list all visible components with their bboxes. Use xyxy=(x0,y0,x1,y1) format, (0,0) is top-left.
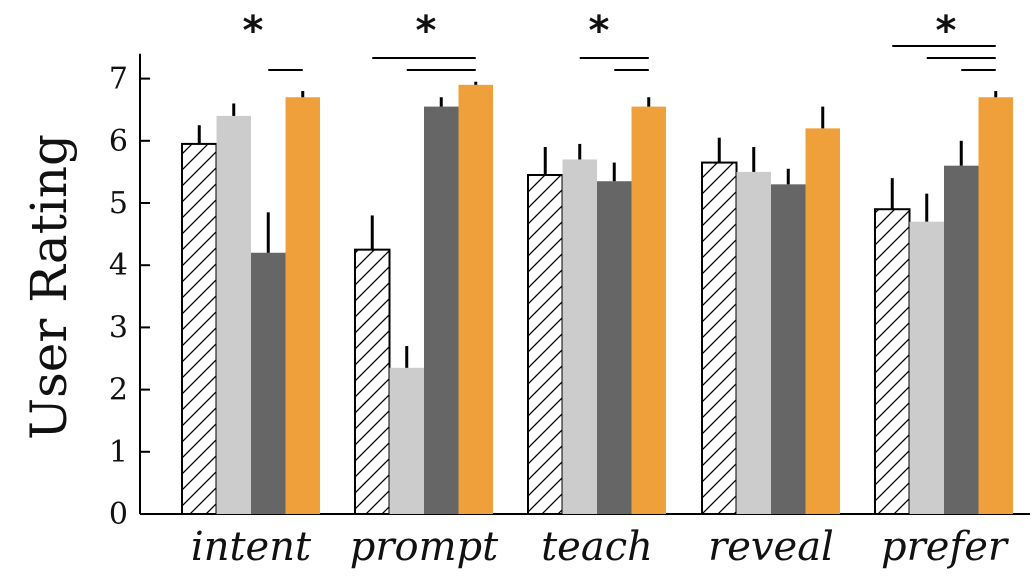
y-tick-label: 1 xyxy=(109,435,128,470)
bar xyxy=(424,106,459,514)
bar xyxy=(354,248,391,515)
axes: 0 1 2 3 4 5 6 7 intent prompt teach reveal prefer xyxy=(109,53,1030,570)
bar xyxy=(771,184,806,514)
y-tick-label: 7 xyxy=(109,62,128,97)
bar xyxy=(216,115,251,515)
x-category-label: teach xyxy=(541,524,653,570)
bar xyxy=(597,181,632,515)
bar xyxy=(389,367,424,514)
bar xyxy=(701,161,738,515)
bar xyxy=(631,106,666,514)
significance-star: * xyxy=(416,8,437,54)
y-tick-label: 0 xyxy=(109,497,128,532)
bar xyxy=(562,159,597,514)
bar xyxy=(944,165,979,514)
bar xyxy=(978,97,1013,514)
y-axis-title: User Rating xyxy=(20,134,78,440)
x-category-label: prefer xyxy=(881,524,1010,570)
bar xyxy=(527,174,564,515)
bar xyxy=(909,221,944,514)
bar xyxy=(285,97,320,514)
x-category-label: prompt xyxy=(350,524,499,570)
bar xyxy=(805,128,840,515)
significance-star: * xyxy=(589,8,610,54)
bar xyxy=(736,171,771,514)
y-tick-label: 5 xyxy=(109,186,128,221)
significance-markers: * * * * xyxy=(243,8,996,71)
x-category-label: intent xyxy=(191,524,312,570)
significance-star: * xyxy=(936,8,957,54)
bar xyxy=(874,208,911,515)
y-tick-label: 4 xyxy=(109,248,128,283)
x-category-label: reveal xyxy=(708,524,834,570)
y-tick-label: 2 xyxy=(109,373,128,408)
y-tick-label: 3 xyxy=(109,310,128,345)
significance-star: * xyxy=(243,8,264,54)
bar xyxy=(458,84,493,514)
bar xyxy=(181,142,218,515)
bar xyxy=(251,252,286,514)
bars xyxy=(181,81,1013,515)
y-tick-label: 6 xyxy=(109,124,128,159)
